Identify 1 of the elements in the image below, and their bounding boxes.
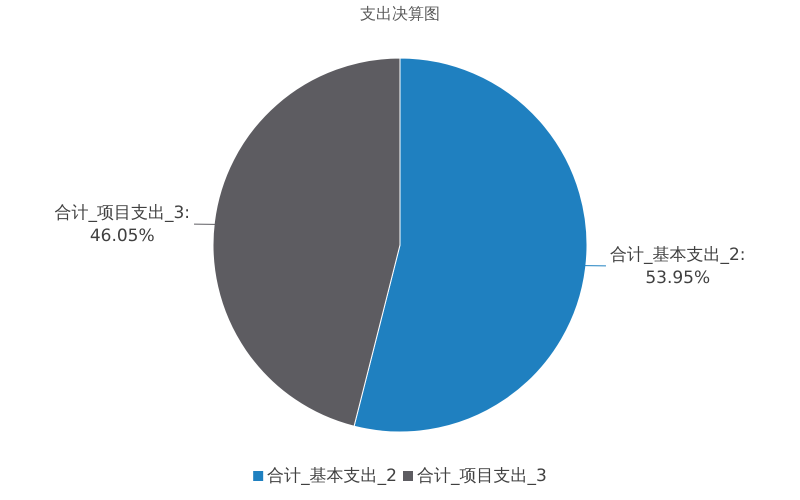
title: 支出决算图 bbox=[360, 4, 440, 23]
